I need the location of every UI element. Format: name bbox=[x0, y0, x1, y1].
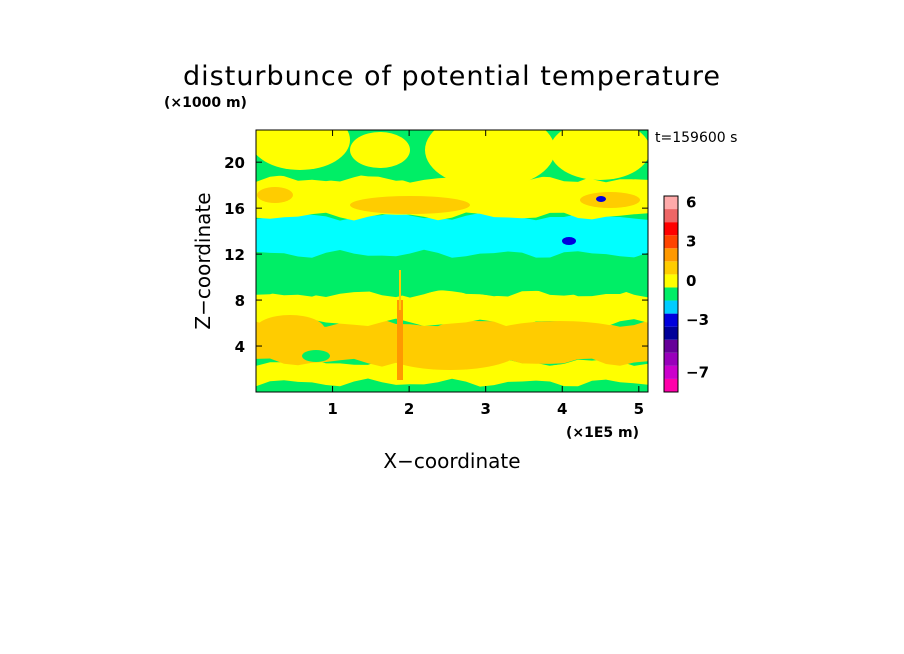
colorbar-swatch bbox=[664, 274, 678, 288]
warm-streak bbox=[397, 300, 403, 380]
colorbar-swatch bbox=[664, 378, 678, 392]
time-label: t=159600 s bbox=[655, 130, 737, 146]
colorbar-swatch bbox=[664, 313, 678, 327]
upper-warm-region bbox=[425, 130, 555, 188]
x-tick-label: 2 bbox=[404, 400, 414, 418]
y-axis-label: Z−coordinate bbox=[191, 192, 215, 329]
colorbar-swatch bbox=[664, 287, 678, 301]
colorbar-label: 6 bbox=[686, 194, 696, 212]
contour-band bbox=[256, 288, 648, 327]
upper-warm-region bbox=[550, 130, 648, 180]
colorbar-swatch bbox=[664, 352, 678, 366]
warm-patch bbox=[490, 321, 630, 349]
x-tick-label: 1 bbox=[327, 400, 337, 418]
y-ticks: 4 8 12 16 20 bbox=[224, 154, 648, 356]
y-tick-label: 4 bbox=[235, 338, 245, 356]
y-tick-label: 20 bbox=[224, 154, 245, 172]
cold-core bbox=[562, 237, 576, 245]
contour-blobs bbox=[256, 130, 648, 380]
colorbar-swatch bbox=[664, 339, 678, 353]
plot-frame bbox=[255, 129, 649, 393]
upper-warm-region bbox=[256, 130, 350, 170]
x-ticks: 1 2 3 4 5 bbox=[327, 130, 644, 418]
x-tick-label: 4 bbox=[557, 400, 567, 418]
colorbar-swatch bbox=[664, 326, 678, 340]
colorbar-swatch bbox=[664, 248, 678, 262]
colorbar-label: −3 bbox=[686, 311, 709, 329]
warm-patch bbox=[350, 196, 470, 214]
cold-core bbox=[596, 196, 606, 202]
y-tick-label: 16 bbox=[224, 200, 245, 218]
upper-warm-region bbox=[350, 132, 410, 168]
cool-patch bbox=[535, 364, 615, 380]
cool-patch bbox=[302, 350, 330, 362]
warm-patch bbox=[580, 192, 640, 208]
contour-band bbox=[256, 358, 648, 387]
y-tick-label: 8 bbox=[235, 292, 245, 310]
chart-title: disturbunce of potential temperature bbox=[183, 61, 721, 92]
warm-patch bbox=[380, 330, 520, 370]
contour-band bbox=[256, 378, 648, 392]
colorbar-frame bbox=[663, 195, 679, 393]
colorbar-swatch bbox=[664, 261, 678, 275]
colorbar-swatch bbox=[664, 196, 678, 210]
colorbar-swatch bbox=[664, 300, 678, 314]
contour-band bbox=[256, 249, 648, 298]
colorbar-swatch bbox=[664, 222, 678, 236]
warm-streak bbox=[399, 270, 401, 310]
colorbar-label: 0 bbox=[686, 272, 696, 290]
x-axis-label: X−coordinate bbox=[383, 449, 520, 473]
warm-patch bbox=[257, 187, 293, 203]
x-units-label: (×1E5 m) bbox=[566, 425, 639, 441]
colorbar-swatch bbox=[664, 365, 678, 379]
contour-band bbox=[256, 211, 648, 258]
colorbar-swatch bbox=[664, 235, 678, 249]
colorbar-label: −7 bbox=[686, 363, 709, 381]
colorbar: 6 3 0 −3 −7 bbox=[663, 194, 709, 393]
x-tick-label: 3 bbox=[480, 400, 490, 418]
colorbar-label: 3 bbox=[686, 233, 696, 251]
x-tick-label: 5 bbox=[634, 400, 644, 418]
colorbar-swatch bbox=[664, 209, 678, 223]
contour-band bbox=[256, 173, 648, 221]
y-units-label: (×1000 m) bbox=[164, 95, 247, 111]
y-tick-label: 12 bbox=[224, 246, 245, 264]
warm-patch bbox=[256, 315, 325, 345]
